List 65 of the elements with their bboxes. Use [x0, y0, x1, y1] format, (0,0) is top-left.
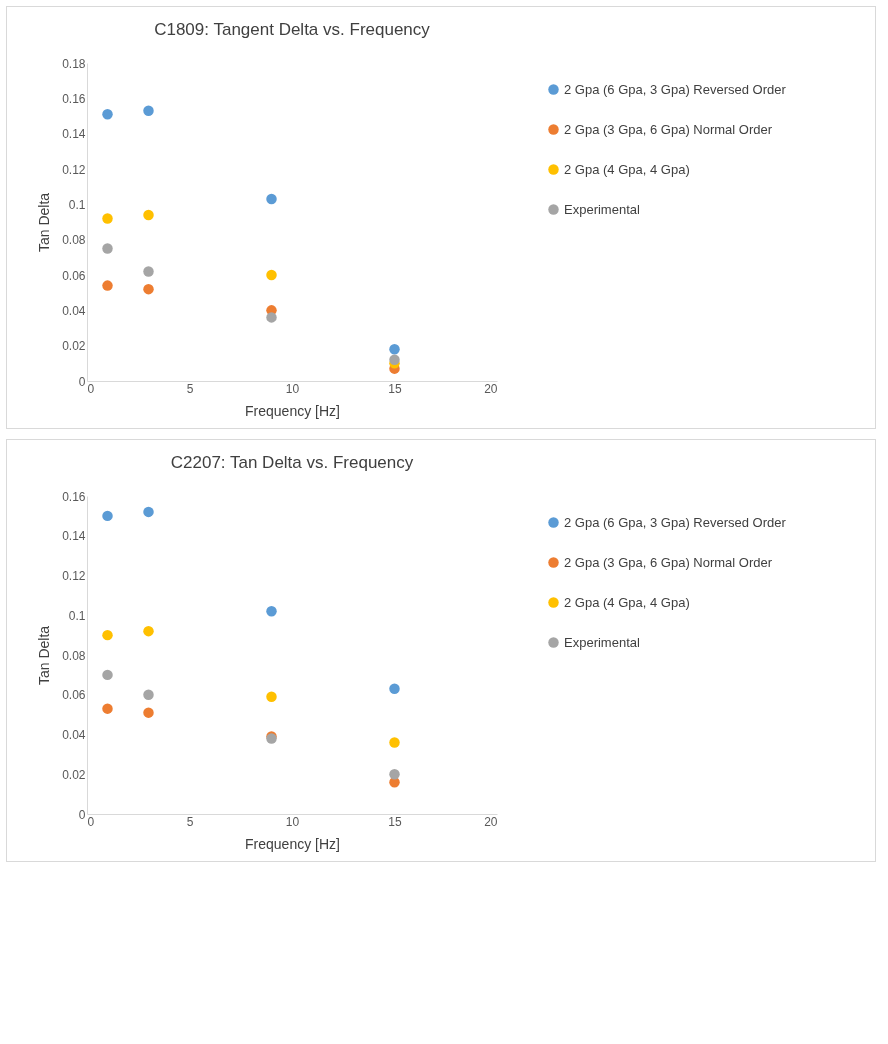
point	[143, 209, 154, 221]
point	[102, 703, 113, 714]
point	[389, 769, 400, 780]
x-axis-title: Frequency [Hz]	[245, 402, 340, 419]
x-tick-label: 10	[285, 814, 300, 829]
x-tick-label: 20	[484, 814, 498, 829]
point	[143, 105, 154, 116]
y-tick-label: 0.04	[62, 728, 86, 742]
x-tick-label: 15	[388, 814, 402, 829]
legend-label: 2 Gpa (3 Gpa, 6 Gpa) Normal Order	[564, 121, 773, 137]
point	[266, 193, 277, 205]
y-tick-label: 0.1	[68, 608, 86, 623]
legend-label: Experimental	[564, 634, 640, 650]
point	[102, 109, 113, 120]
point	[143, 283, 154, 295]
point	[143, 689, 154, 700]
point	[102, 629, 113, 641]
point	[143, 707, 154, 718]
y-tick-label: 0.1	[68, 197, 86, 212]
point	[143, 506, 154, 518]
y-tick-label: 0.08	[62, 233, 86, 248]
x-axis-title: Frequency [Hz]	[245, 835, 340, 852]
legend-label: 2 Gpa (4 Gpa, 4 Gpa)	[564, 161, 690, 177]
x-tick-label: 20	[484, 381, 498, 396]
y-tick-label: 0.12	[62, 162, 86, 177]
x-tick-label: 5	[186, 381, 194, 396]
y-tick-label: 0.02	[62, 767, 86, 782]
legend-label: Experimental	[564, 201, 640, 217]
y-tick-label: 0.04	[62, 303, 86, 318]
legend-label: 2 Gpa (4 Gpa, 4 Gpa)	[564, 594, 690, 610]
y-tick-label: 0.06	[62, 688, 86, 703]
legend-label: 2 Gpa (3 Gpa, 6 Gpa) Normal Order	[564, 554, 773, 570]
point	[102, 243, 113, 254]
x-tick-label: 15	[388, 381, 402, 396]
chart-title: C1809: Tangent Delta vs. Frequency	[154, 20, 431, 39]
y-tick-label: 0.06	[62, 268, 86, 283]
point	[266, 606, 277, 617]
y-tick-label: 0.08	[62, 648, 86, 663]
point	[389, 737, 400, 748]
point	[102, 280, 113, 291]
y-axis-title: Tan Delta	[36, 625, 53, 686]
y-tick-label: 0.18	[62, 56, 86, 71]
y-tick-label: 0.16	[62, 91, 86, 106]
point	[266, 312, 277, 323]
point	[266, 691, 277, 702]
point	[389, 683, 400, 695]
point	[102, 213, 113, 224]
x-tick-label: 10	[285, 381, 300, 396]
legend-label: 2 Gpa (6 Gpa, 3 Gpa) Reversed Order	[564, 514, 787, 530]
y-axis-title: Tan Delta	[36, 192, 53, 253]
point	[102, 669, 113, 681]
y-tick-label: 0.14	[62, 529, 86, 544]
y-tick-label: 0.16	[62, 489, 86, 504]
point	[389, 343, 400, 355]
point	[266, 269, 277, 281]
point	[389, 354, 400, 366]
y-tick-label: 0.14	[62, 127, 86, 142]
point	[143, 625, 154, 637]
x-tick-label: 5	[186, 814, 194, 829]
point	[102, 510, 113, 522]
chart-title: C2207: Tan Delta vs. Frequency	[170, 453, 414, 472]
y-tick-label: 0.02	[62, 339, 86, 354]
point	[143, 266, 154, 277]
y-tick-label: 0.12	[62, 569, 86, 583]
legend-label: 2 Gpa (6 Gpa, 3 Gpa) Reversed Order	[564, 81, 787, 97]
